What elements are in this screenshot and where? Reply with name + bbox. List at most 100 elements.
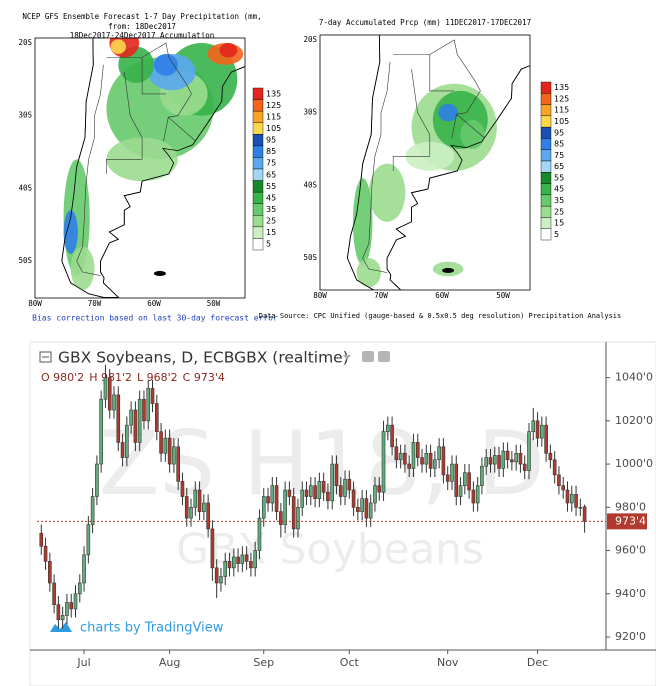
colorbar-label: 125 (266, 101, 281, 110)
colorbar-label: 105 (554, 117, 569, 126)
colorbar-swatch (252, 134, 264, 147)
candle-body (202, 502, 206, 512)
candle-body (48, 561, 52, 584)
colorbar-label: 25 (554, 207, 564, 216)
branding-text: charts by TradingView (80, 621, 224, 636)
candle-body (441, 446, 446, 476)
candle-body (86, 524, 91, 556)
map-title: NCEP GFS Ensemble Forecast 1-7 Day Preci… (22, 12, 261, 21)
colorbar-label: 75 (266, 159, 276, 168)
lon-label: 50W (207, 299, 221, 308)
candle-body (552, 459, 557, 476)
border-line (392, 69, 431, 171)
candle-body (73, 593, 78, 610)
colorbar-swatch (540, 172, 552, 184)
candle-body (107, 377, 112, 411)
x-tick-label: Nov (437, 656, 459, 669)
colorbar-swatch (540, 228, 552, 241)
x-tick-label: Dec (527, 656, 548, 669)
candle-body (445, 474, 450, 482)
map-title: from: 18Dec2017 (108, 22, 176, 31)
candle-body (582, 506, 587, 522)
border-line (456, 113, 485, 139)
candle-body (574, 494, 578, 508)
candle-body (261, 496, 266, 519)
candle-body (527, 431, 531, 471)
candle-body (304, 489, 309, 497)
lon-label: 70W (374, 291, 388, 300)
candle-body (501, 450, 506, 469)
candle-body (360, 498, 364, 512)
colorbar-label: 55 (554, 173, 564, 182)
candle-body (112, 394, 116, 411)
dropdown-arrow[interactable] (343, 355, 351, 360)
branding[interactable]: charts by TradingView (50, 621, 224, 636)
candle-body (420, 457, 424, 465)
candle-body (125, 424, 129, 458)
chart-panel (29, 341, 656, 686)
forecast-map: NCEP GFS Ensemble Forecast 1-7 Day Preci… (18, 12, 281, 323)
candle-body (90, 496, 95, 525)
colorbar-label: 25 (266, 217, 276, 226)
candle-body (257, 517, 262, 551)
lon-label: 50W (496, 291, 510, 300)
colorbar-swatch (252, 122, 264, 135)
candle-body (415, 442, 420, 458)
candle-body (283, 489, 287, 525)
candle-body (535, 420, 540, 439)
candle-body (411, 442, 416, 469)
colorbar-swatch (252, 145, 264, 158)
candle-body (338, 485, 343, 497)
candle-body (569, 494, 574, 504)
visibility-icon[interactable] (362, 351, 374, 362)
coastline-edge (346, 35, 530, 290)
candle-body (52, 582, 56, 605)
y-tick-label: 1040'0 (615, 371, 653, 384)
colorbar-swatch (252, 238, 264, 251)
candle-body (167, 437, 172, 465)
candle-body (244, 554, 249, 562)
ohlc-value: O 980'2 (41, 371, 84, 384)
candle-body (488, 457, 493, 465)
settings-icon[interactable] (378, 351, 390, 362)
colorbar-label: 85 (554, 140, 564, 149)
precip-area (63, 210, 78, 254)
island (442, 267, 455, 273)
last-price-label: 973'4 (615, 514, 646, 527)
colorbar-swatch (252, 191, 264, 204)
colorbar-label: 15 (266, 228, 276, 237)
lon-label: 70W (88, 299, 102, 308)
candle-body (492, 455, 497, 465)
candle-body (184, 496, 189, 519)
candle-body (270, 485, 275, 504)
map-frame (34, 37, 246, 299)
candle-body (313, 485, 317, 499)
candle-body (274, 485, 279, 512)
colorbar-label: 45 (554, 185, 564, 194)
colorbar-label: 105 (266, 124, 281, 133)
colorbar-label: 125 (554, 94, 569, 103)
colorbar-swatch (252, 203, 264, 216)
candle-body (510, 459, 514, 463)
candle-body (437, 446, 441, 461)
candle-body (347, 478, 352, 491)
candle-body (407, 463, 412, 469)
candle-body (471, 489, 476, 504)
x-tick-label: Sep (253, 656, 274, 669)
collapse-icon[interactable] (39, 351, 52, 363)
candle-body (475, 485, 480, 504)
colorbar-swatch (252, 110, 264, 123)
candle-body (65, 602, 69, 616)
lat-label: 30S (303, 108, 317, 117)
lat-label: 40S (18, 183, 32, 192)
candle-body (240, 554, 245, 564)
map-frame (319, 34, 531, 291)
y-tick-label: 960'0 (615, 544, 646, 557)
lat-label: 30S (18, 111, 32, 120)
colorbar-label: 135 (554, 83, 569, 92)
candle-body (249, 561, 253, 569)
lon-label: 80W (313, 291, 327, 300)
y-tick-label: 1000'0 (615, 457, 653, 470)
